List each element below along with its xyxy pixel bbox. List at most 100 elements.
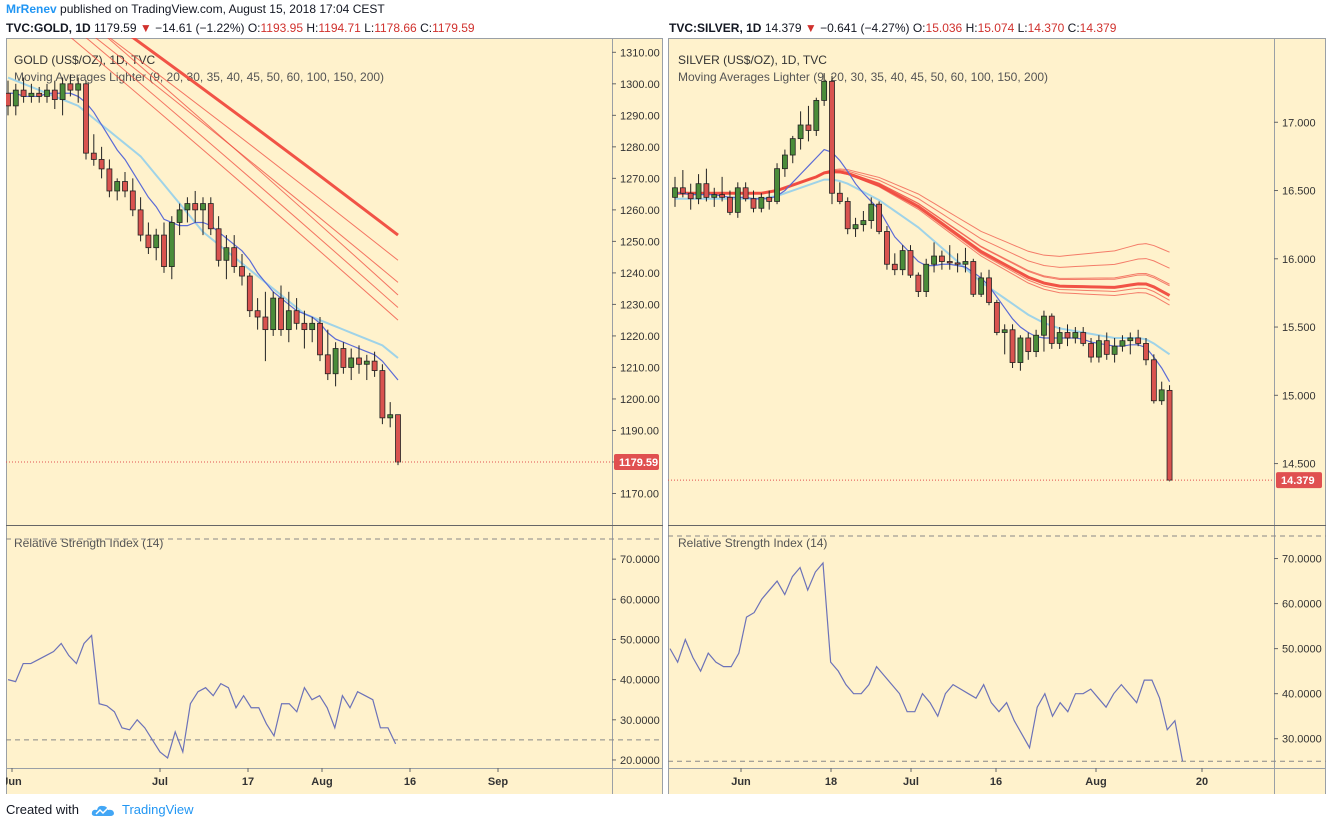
last-price-label: 1179.59 <box>619 457 658 469</box>
candle <box>1166 385 1173 482</box>
candle <box>876 201 883 235</box>
time-tick-label: 20 <box>1196 776 1208 788</box>
right-open: 15.036 <box>925 21 963 35</box>
candle <box>829 75 835 205</box>
candle <box>813 97 820 136</box>
candle <box>891 253 898 276</box>
candle-down <box>90 152 97 160</box>
candle-up <box>176 209 183 223</box>
left-last-price: 1179.59 <box>94 21 137 35</box>
candle-down <box>324 354 331 375</box>
rsi-tick-label: 50.0000 <box>1282 644 1322 656</box>
candle-up <box>363 360 370 365</box>
gold-chart[interactable]: 1310.00 1300.00 1290.00 1280.00 1270.00 1260.… <box>6 38 663 794</box>
rsi-tick-label: 60.0000 <box>620 594 660 606</box>
candle-down <box>36 92 43 97</box>
candle-up <box>711 194 718 198</box>
footer: Created with TradingView <box>6 802 194 818</box>
candle <box>1150 354 1157 404</box>
candle-down <box>395 414 401 463</box>
price-tick-label: 14.500 <box>1282 459 1316 471</box>
time-tick-label: 18 <box>825 776 837 788</box>
candle <box>1001 324 1008 355</box>
candle-down <box>356 357 362 365</box>
candle-down <box>1048 315 1055 344</box>
right-symbol[interactable]: TVC:SILVER, 1D <box>669 21 762 35</box>
candle <box>28 83 35 103</box>
candle <box>239 253 245 286</box>
candle-down <box>891 263 898 271</box>
candle <box>742 182 749 202</box>
candle <box>270 291 277 336</box>
price-tick-label: 1260.00 <box>620 205 660 217</box>
candle <box>899 245 906 276</box>
candle-down <box>844 201 851 230</box>
price-tick-label: 16.000 <box>1282 254 1316 266</box>
candle-down <box>884 231 890 265</box>
rsi-tick-label: 70.0000 <box>1282 554 1322 566</box>
candle <box>207 197 214 236</box>
candle-down <box>145 234 152 249</box>
candle <box>868 197 875 229</box>
candle-down <box>829 80 835 194</box>
candle-down <box>98 159 105 170</box>
candle <box>954 253 961 273</box>
price-tick-label: 1250.00 <box>620 236 660 248</box>
ma-indicator-label: Moving Averages Lighter (9, 20, 30, 35, … <box>678 70 1048 84</box>
candle <box>938 250 945 270</box>
candle <box>821 73 828 106</box>
rsi-tick-label: 30.0000 <box>1282 734 1322 746</box>
moving-average-line <box>109 38 399 261</box>
candle <box>348 348 355 381</box>
moving-average-line <box>70 38 399 321</box>
candle <box>1033 329 1040 358</box>
publish-header: MrRenev published on TradingView.com, Au… <box>6 2 385 16</box>
candle <box>309 317 316 343</box>
candle-up <box>59 83 66 100</box>
right-close-label: C: <box>1067 21 1080 35</box>
candle-down <box>246 275 253 312</box>
candle <box>1056 327 1063 349</box>
right-change: −0.641 (−4.27%) <box>820 21 910 35</box>
left-symbol[interactable]: TVC:GOLD, 1D <box>6 21 91 35</box>
candle <box>215 216 222 267</box>
silver-chart[interactable]: 17.000 16.500 16.000 15.500 15.000 14.500 SILV… <box>668 38 1326 794</box>
candle-up <box>1127 337 1134 342</box>
last-price-tag <box>1276 472 1322 489</box>
candle-down <box>1135 337 1142 344</box>
candle-up <box>332 348 339 375</box>
candle-up <box>813 100 820 131</box>
left-symbol-line: TVC:GOLD, 1D 1179.59 ▼ −14.61 (−1.22%) O… <box>6 21 475 35</box>
time-tick-label: Aug <box>311 776 332 788</box>
candle <box>679 170 686 198</box>
candle <box>1095 335 1102 363</box>
candle-down <box>371 360 378 371</box>
candle-down <box>805 124 812 131</box>
candle-down <box>51 89 58 100</box>
candle-up <box>184 203 191 211</box>
candle <box>75 77 82 103</box>
tradingview-brand-link[interactable]: TradingView <box>122 802 194 817</box>
candle <box>83 80 89 160</box>
candle <box>161 222 167 273</box>
candle-down <box>679 187 686 194</box>
candle <box>262 291 269 362</box>
candle <box>1009 324 1016 368</box>
candle <box>797 111 804 150</box>
candle-down <box>719 194 725 198</box>
author-link[interactable]: MrRenev <box>6 2 57 16</box>
time-tick-label: Jun <box>6 776 22 788</box>
candle-up <box>1056 332 1063 344</box>
candle-up <box>12 89 19 107</box>
candle-down <box>915 274 922 292</box>
candle <box>907 245 914 278</box>
candle-down <box>254 310 261 318</box>
candle-down <box>20 89 27 97</box>
candle <box>946 245 953 270</box>
candle <box>67 74 74 97</box>
price-tick-label: 1200.00 <box>620 394 660 406</box>
candle-down <box>83 83 89 154</box>
candle <box>90 134 97 166</box>
candle-up <box>1158 389 1165 402</box>
candle <box>789 135 796 164</box>
